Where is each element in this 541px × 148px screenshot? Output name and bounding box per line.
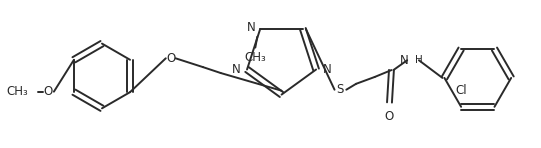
Text: H: H bbox=[415, 55, 423, 65]
Text: N: N bbox=[247, 21, 255, 34]
Text: O: O bbox=[385, 110, 394, 123]
Text: N: N bbox=[323, 63, 332, 76]
Text: N: N bbox=[232, 63, 240, 76]
Text: Cl: Cl bbox=[456, 84, 467, 97]
Text: CH₃: CH₃ bbox=[245, 50, 266, 63]
Text: S: S bbox=[337, 83, 344, 96]
Text: O: O bbox=[166, 52, 175, 65]
Text: N: N bbox=[400, 54, 409, 67]
Text: CH₃: CH₃ bbox=[6, 85, 28, 98]
Text: O: O bbox=[43, 85, 52, 98]
